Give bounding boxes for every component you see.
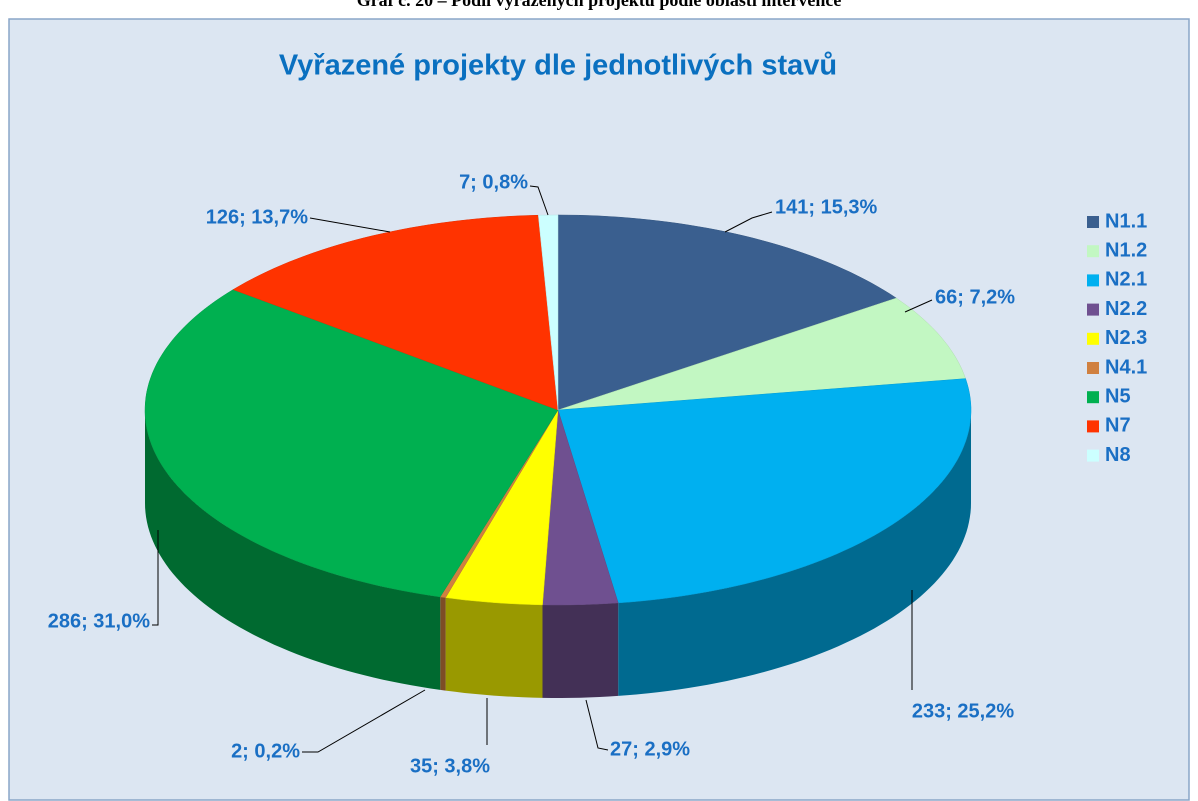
caption: Graf č. 20 – Podíl vyřazených projektů p… [357,0,842,10]
slice [557,214,897,411]
slice [232,214,559,411]
legend-swatch [1087,362,1099,374]
slice [557,378,972,604]
legend-label: N1.2 [1105,239,1147,261]
leader-line [904,299,933,313]
legend-swatch [1087,303,1099,316]
data-label: 66; 7,2% [935,286,1015,308]
slice [557,297,966,411]
legend-swatch [1087,332,1099,345]
legend-label: N2.3 [1105,327,1147,349]
data-label: 27; 2,9% [610,738,690,760]
legend-swatch [1087,420,1099,433]
slice [445,409,559,606]
legend-swatch [1087,449,1099,462]
slice-side [618,410,971,696]
leader-line [724,211,773,233]
data-label: 141; 15,3% [775,196,878,218]
data-label: 126; 13,7% [206,206,309,228]
leader-line [152,530,159,626]
data-label: 233; 25,2% [912,700,1015,722]
legend-label: N7 [1105,415,1131,437]
legend-swatch [1087,391,1099,404]
legend-label: N4.1 [1105,356,1147,378]
legend-label: N1.1 [1105,210,1147,232]
leader-line [529,185,549,216]
slice-side [542,602,619,698]
slice [542,409,619,606]
slice [144,289,559,598]
legend-label: N2.2 [1105,298,1147,320]
leader-line [302,689,426,753]
leader-line [585,699,609,751]
chart-title: Vyřazené projekty dle jednotlivých stavů [279,50,837,82]
data-label: 2; 0,2% [231,740,300,762]
legend-label: N5 [1105,385,1131,407]
legend-swatch [1087,274,1099,287]
legend-label: N8 [1105,444,1131,466]
data-label: 7; 0,8% [459,171,528,193]
data-label: 35; 3,8% [410,755,490,777]
legend-label: N2.1 [1105,269,1147,291]
slice-side [440,596,446,691]
data-label: 286; 31,0% [48,610,151,632]
slice-side [145,410,441,690]
legend-swatch [1087,216,1099,228]
leader-line [309,217,391,233]
legend-swatch [1087,245,1099,258]
slice-side [445,597,543,698]
slice [538,214,559,411]
